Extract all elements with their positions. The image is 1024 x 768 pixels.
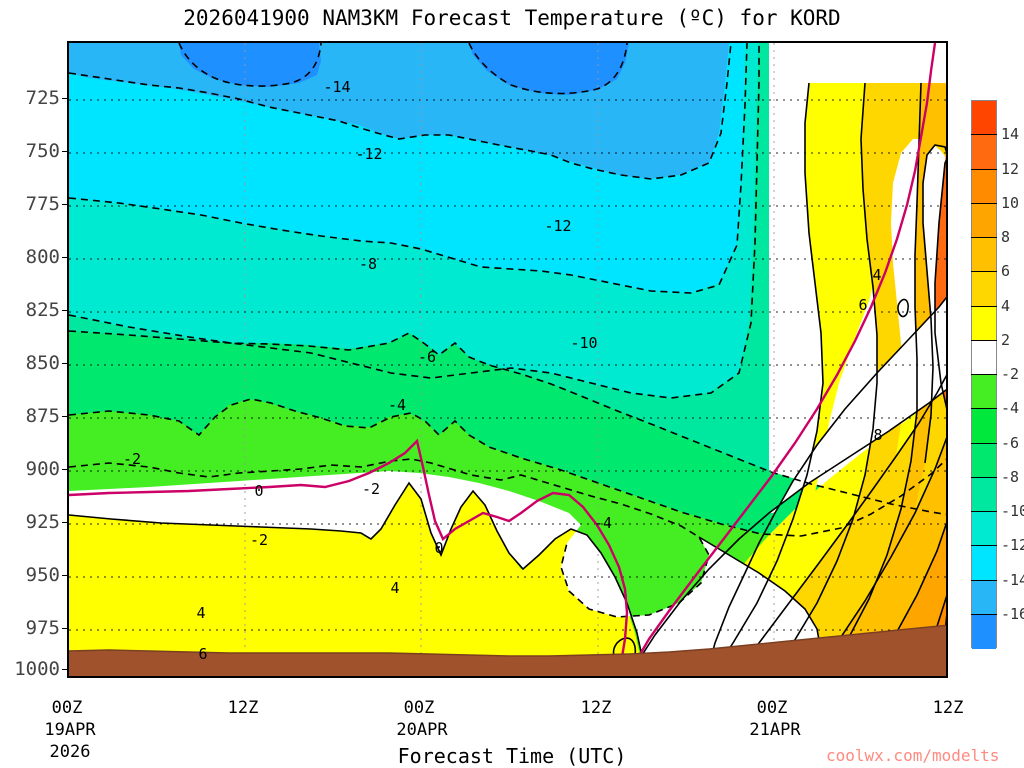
contour-label: 4 <box>196 604 206 622</box>
contour-label: 0 <box>434 539 444 557</box>
x-axis-title: Forecast Time (UTC) <box>397 744 627 768</box>
colorbar-segment <box>972 203 996 238</box>
contour-label: -14 <box>323 78 351 96</box>
fill-band-m16b <box>469 43 629 95</box>
colorbar <box>971 100 997 649</box>
contour-label: 8 <box>873 426 883 444</box>
contour-plot-svg <box>69 43 946 676</box>
contour-label: -2 <box>249 531 269 549</box>
contour-label: -2 <box>361 480 381 498</box>
contour-label: -4 <box>387 396 407 414</box>
colorbar-segment <box>972 614 996 649</box>
gridlines-vertical <box>244 43 775 676</box>
contour-label: -12 <box>544 217 572 235</box>
contour-label: 6 <box>198 645 208 663</box>
page-title: 2026041900 NAM3KM Forecast Temperature (… <box>183 6 841 30</box>
contour-label: 4 <box>390 579 400 597</box>
contour-label: -6 <box>417 348 437 366</box>
colorbar-segment <box>972 340 996 375</box>
contour-label: -8 <box>358 255 378 273</box>
colorbar-segment <box>972 272 996 307</box>
colorbar-segment <box>972 512 996 547</box>
fill-band-zero <box>69 471 821 676</box>
fill-band-zero-right <box>769 298 946 513</box>
contour-label: -10 <box>570 334 598 352</box>
watermark: coolwx.com/modelts <box>826 746 1000 765</box>
colorbar-segment <box>972 409 996 444</box>
contour-label: -12 <box>355 145 383 163</box>
fill-band-p2-left <box>69 483 643 676</box>
terrain-outline <box>69 624 946 657</box>
colorbar-segment <box>972 546 996 581</box>
contour-label: 0 <box>254 482 264 500</box>
colorbar-segment <box>972 375 996 410</box>
plot-area: -14 -12 -12 -8 -10 -6 -4 -2 0 -2 -4 -2 0… <box>67 41 948 678</box>
contour-label: -4 <box>593 514 613 532</box>
colorbar-segment <box>972 135 996 170</box>
zero-isotherm-line <box>69 43 937 676</box>
terrain-fill <box>69 625 946 676</box>
colorbar-segment <box>972 580 996 615</box>
colorbar-segment <box>972 443 996 478</box>
fill-band-p2b <box>711 83 885 676</box>
fill-band-m2 <box>69 459 709 617</box>
contour-lines-negative <box>69 43 946 618</box>
contour-label: -2 <box>122 450 142 468</box>
colorbar-segment <box>972 101 996 136</box>
colorbar-segment <box>972 477 996 512</box>
colorbar-segment <box>972 169 996 204</box>
contour-label: 6 <box>858 296 868 314</box>
fill-band-p4b <box>771 83 946 676</box>
fill-band-m16 <box>179 43 321 87</box>
colorbar-segment <box>972 238 996 273</box>
contour-label: 4 <box>872 266 882 284</box>
colorbar-segment <box>972 306 996 341</box>
